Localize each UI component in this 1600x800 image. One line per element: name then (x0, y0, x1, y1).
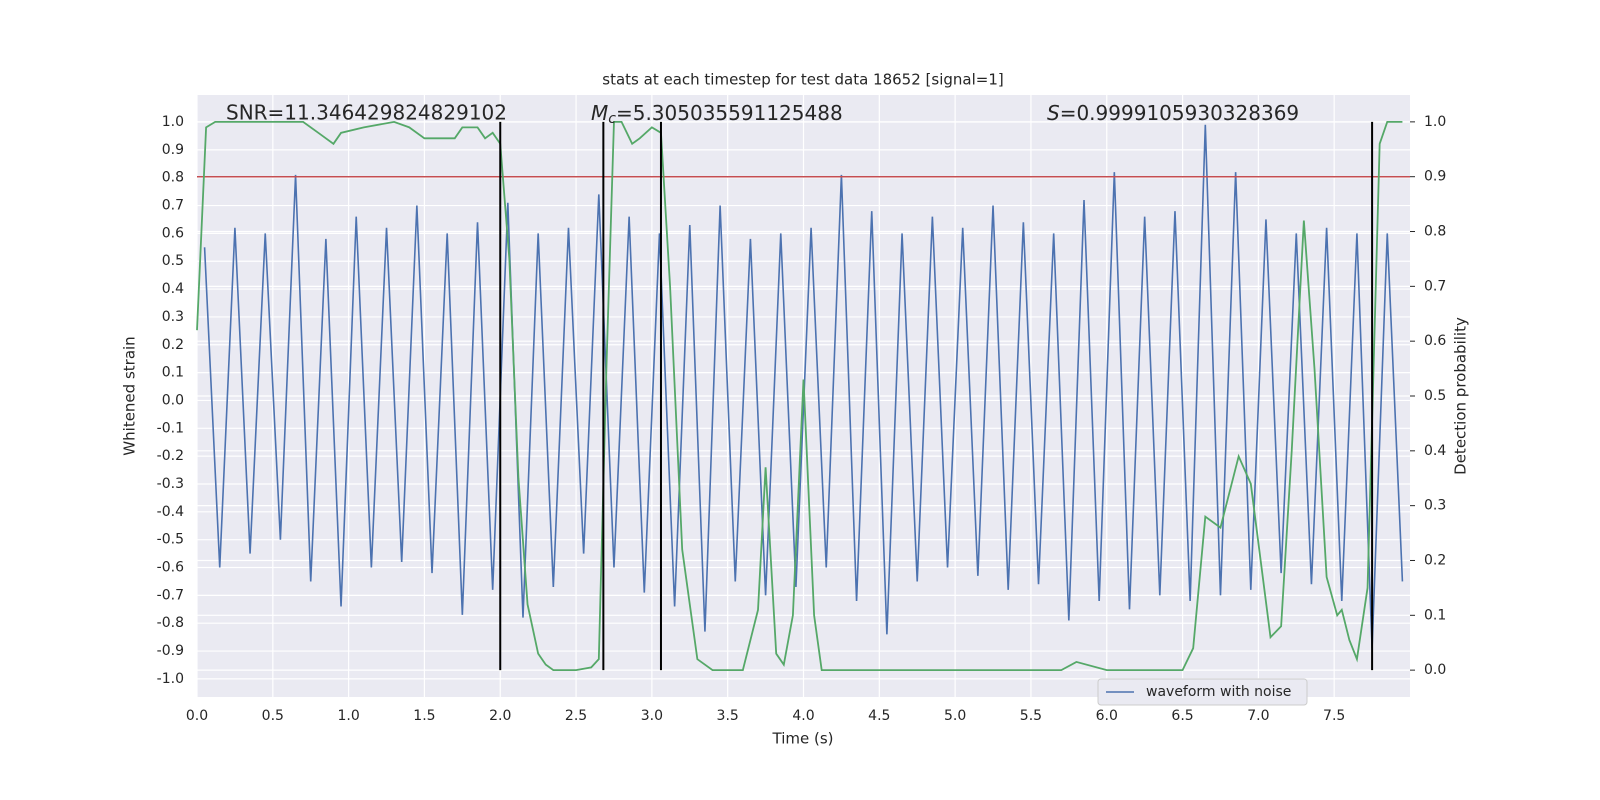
y2-axis-label: Detection probability (1452, 317, 1470, 475)
y-tick-label: -0.1 (157, 420, 184, 436)
y-tick-label: 0.0 (162, 392, 184, 408)
y-tick-label: 0.2 (162, 337, 184, 353)
y-tick-label: -0.5 (157, 532, 184, 548)
x-tick-label: 4.0 (792, 708, 814, 724)
y-tick-label: 1.0 (162, 114, 184, 130)
marks (196, 120, 1410, 672)
series-line (196, 120, 1403, 672)
chart-title: stats at each timestep for test data 186… (602, 71, 1003, 89)
annotation-mc: Mc=5.305035591125488 (591, 101, 843, 128)
y2-tick-label: 1.0 (1424, 114, 1446, 130)
y-tick-label: 0.8 (162, 170, 184, 186)
y2-tick-label: 0.7 (1424, 278, 1446, 294)
x-tick-label: 1.0 (337, 708, 359, 724)
y2-tick-label: 0.4 (1424, 443, 1446, 459)
s-symbol: S (1047, 101, 1060, 125)
s-value: =0.9999105930328369 (1060, 101, 1299, 125)
x-tick-label: 4.5 (868, 708, 890, 724)
x-tick-label: 5.0 (944, 708, 966, 724)
y-tick-label: -0.9 (157, 643, 184, 659)
series-line (203, 124, 1404, 649)
mc-symbol: M (591, 101, 608, 125)
legend-box (1097, 678, 1308, 706)
x-tick-label: 5.5 (1020, 708, 1042, 724)
y-tick-label: -0.8 (157, 615, 184, 631)
y2-tick-label: 0.0 (1424, 662, 1446, 678)
grid (196, 95, 1410, 697)
y-tick-label: 0.9 (162, 142, 184, 158)
y2-tick-label: 0.2 (1424, 552, 1446, 568)
y2-tick-label: 0.8 (1424, 224, 1446, 240)
x-axis-label: Time (s) (772, 730, 834, 748)
y-tick-label: -0.3 (157, 476, 184, 492)
y2-tick-label: 0.6 (1424, 333, 1446, 349)
x-tick-label: 1.5 (413, 708, 435, 724)
y-tick-label: -0.6 (157, 560, 184, 576)
mc-subscript: c (608, 111, 616, 127)
x-tick-label: 0.5 (262, 708, 284, 724)
x-tick-label: 7.0 (1247, 708, 1269, 724)
y-tick-label: 0.6 (162, 225, 184, 241)
x-tick-label: 3.5 (717, 708, 739, 724)
y-axis-label: Whitened strain (121, 336, 139, 455)
x-tick-label: 3.0 (641, 708, 663, 724)
legend-label: waveform with noise (1146, 684, 1291, 700)
y2-tick-label: 0.1 (1424, 607, 1446, 623)
x-tick-label: 2.0 (489, 708, 511, 724)
legend: waveform with noise (1097, 678, 1308, 706)
y-tick-label: -1.0 (157, 671, 184, 687)
x-tick-label: 0.0 (186, 708, 208, 724)
y-tick-label: 0.3 (162, 309, 184, 325)
x-tick-label: 7.5 (1323, 708, 1345, 724)
x-tick-label: 6.0 (1096, 708, 1118, 724)
annotation-snr: SNR=11.346429824829102 (226, 101, 507, 125)
x-tick-label: 2.5 (565, 708, 587, 724)
y2-tick-label: 0.5 (1424, 388, 1446, 404)
y-tick-label: 0.5 (162, 253, 184, 269)
y2-tick-label: 0.3 (1424, 498, 1446, 514)
x-tick-label: 6.5 (1171, 708, 1193, 724)
y-tick-label: 0.1 (162, 365, 184, 381)
y-tick-label: -0.7 (157, 587, 184, 603)
y-tick-label: -0.2 (157, 448, 184, 464)
annotation-s: S=0.9999105930328369 (1047, 101, 1299, 125)
y2-tick-label: 0.9 (1424, 169, 1446, 185)
mc-value: =5.305035591125488 (616, 101, 843, 125)
y-tick-label: -0.4 (157, 504, 184, 520)
y-tick-label: 0.7 (162, 198, 184, 214)
y-tick-label: 0.4 (162, 281, 184, 297)
